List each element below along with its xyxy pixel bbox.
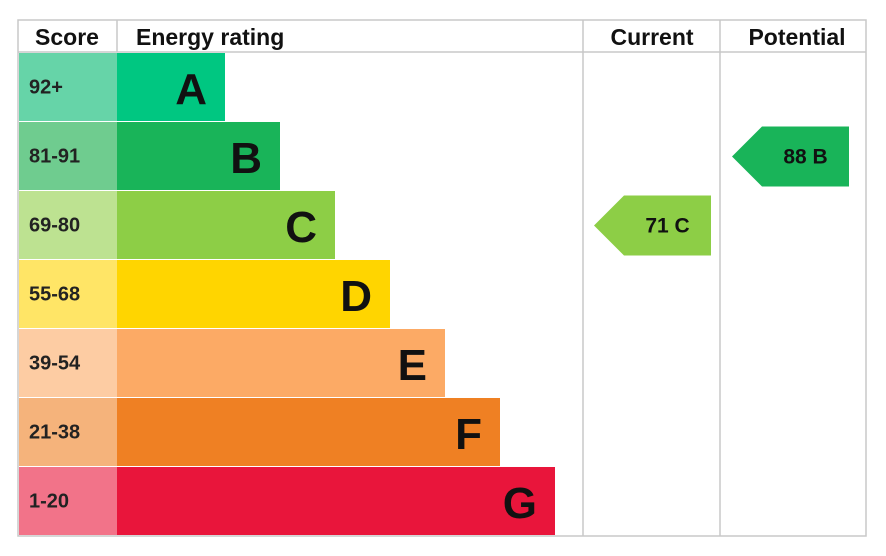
score-range: 81-91	[29, 146, 80, 168]
current-label: 71 C	[645, 214, 689, 237]
rating-bar	[117, 53, 225, 121]
score-cell	[19, 329, 117, 397]
rating-bar	[117, 260, 390, 328]
score-range: 92+	[29, 77, 63, 99]
score-range: 55-68	[29, 284, 80, 306]
rating-letter: E	[398, 341, 427, 390]
rating-letter: B	[230, 134, 262, 183]
rating-bar	[117, 191, 335, 259]
rating-letter: C	[285, 203, 317, 252]
rating-letter: G	[503, 479, 537, 528]
rating-bar	[117, 467, 555, 535]
header-current: Current	[610, 24, 693, 50]
header-potential: Potential	[748, 24, 845, 50]
potential-score: 88	[783, 145, 807, 168]
rating-letter: A	[175, 65, 207, 114]
score-range: 21-38	[29, 422, 80, 444]
score-cell	[19, 467, 117, 535]
current-score: 71	[645, 214, 669, 237]
rating-letter: D	[340, 272, 372, 321]
potential-rating: B	[813, 145, 828, 168]
rating-bar	[117, 398, 500, 466]
score-cell	[19, 398, 117, 466]
frame	[17, 19, 867, 537]
score-cell	[19, 53, 117, 121]
score-cell	[19, 260, 117, 328]
score-cell	[19, 191, 117, 259]
current-arrow	[594, 195, 711, 256]
score-cell	[19, 122, 117, 190]
rating-bar	[117, 122, 280, 190]
header-score: Score	[35, 24, 99, 50]
score-range: 69-80	[29, 215, 80, 237]
potential-label: 88 B	[783, 145, 827, 168]
score-range: 39-54	[29, 353, 81, 375]
score-range: 1-20	[29, 491, 69, 513]
rating-bar	[117, 329, 445, 397]
rating-letter: F	[455, 410, 482, 459]
header-energy-rating: Energy rating	[136, 24, 284, 50]
potential-arrow	[732, 126, 849, 187]
current-rating: C	[675, 214, 690, 237]
